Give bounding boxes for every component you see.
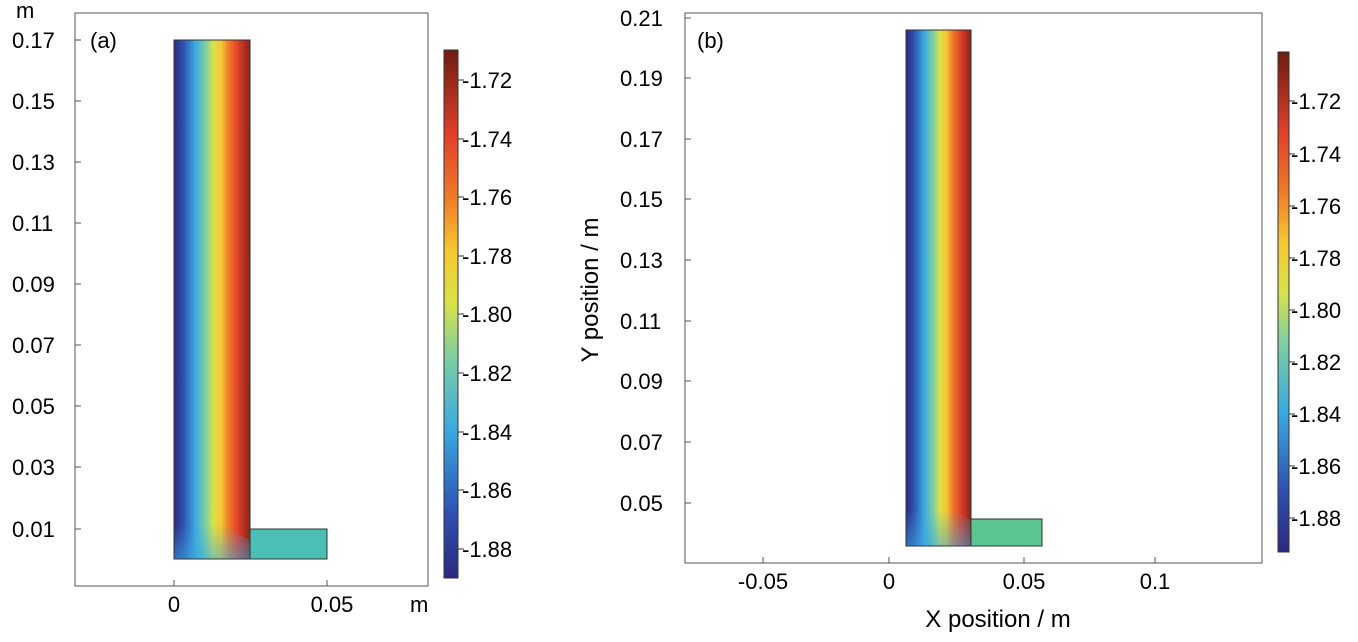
y-tick-label: 0.17 <box>12 28 55 53</box>
y-tick-label: 0.17 <box>620 127 663 152</box>
column-outline-b <box>905 29 972 547</box>
colorbar-tick-label: -1.88 <box>1291 506 1341 531</box>
y-tick-label: 0.19 <box>620 66 663 91</box>
x-ticks-b: -0.05 0 0.05 0.1 <box>738 557 1170 594</box>
colorbar-tick-label: -1.78 <box>462 244 512 269</box>
y-tick-label: 0.09 <box>12 272 55 297</box>
y-axis-label-b: Y position / m <box>577 218 604 363</box>
colorbar-tick-label: -1.80 <box>462 302 512 327</box>
field-corner-shading-b <box>906 440 971 546</box>
colorbar-tick-label: -1.72 <box>1291 89 1341 114</box>
colorbar-tick-label: -1.80 <box>1291 298 1341 323</box>
colorbar-tick-label: -1.82 <box>1291 350 1341 375</box>
foot-region-b <box>970 518 1043 547</box>
y-tick-label: 0.15 <box>620 187 663 212</box>
field-column-a <box>174 40 250 559</box>
colorbar-tick-label: -1.86 <box>1291 454 1341 479</box>
y-tick-label: 0.11 <box>620 309 661 334</box>
column-outline-a <box>173 39 251 560</box>
colorbar-gradient-a <box>443 49 459 579</box>
x-tick-label: 0 <box>168 592 180 617</box>
field-corner-shading-a <box>174 460 250 559</box>
colorbar-tick-label: -1.82 <box>462 361 512 386</box>
y-tick-label: 0.21 <box>620 6 663 31</box>
colorbar-tick-label: -1.84 <box>1291 402 1341 427</box>
colorbar-tick-label: -1.76 <box>1291 194 1341 219</box>
colorbar-tick-label: -1.78 <box>1291 246 1341 271</box>
x-tick-label: 0.05 <box>1003 569 1046 594</box>
colorbar-tick-label: -1.76 <box>462 185 512 210</box>
y-ticks-a: 0.17 0.15 0.13 0.11 0.09 0.07 0.05 0.03 … <box>12 28 81 542</box>
x-tick-label: 0 <box>883 569 895 594</box>
foot-region-a <box>249 528 328 560</box>
y-tick-label: 0.09 <box>620 369 663 394</box>
y-tick-label: 0.11 <box>12 211 53 236</box>
colorbar-tick-label: -1.86 <box>462 478 512 503</box>
panel-label-a: (a) <box>90 28 117 53</box>
x-tick-label: -0.05 <box>738 569 788 594</box>
colorbar-b: -1.72 -1.74 -1.76 -1.78 -1.80 -1.82 -1.8… <box>1277 51 1341 553</box>
plot-frame-a <box>74 12 429 587</box>
y-tick-label: 0.13 <box>620 248 663 273</box>
x-axis-label-b: X position / m <box>925 606 1070 633</box>
colorbar-tick-label: -1.74 <box>462 127 512 152</box>
plot-frame-b <box>684 12 1263 564</box>
y-unit-a: m <box>16 0 34 23</box>
y-tick-label: 0.05 <box>12 394 55 419</box>
x-ticks-a: 0 0.05 <box>168 580 354 617</box>
colorbar-tick-label: -1.84 <box>462 420 512 445</box>
y-ticks-b: 0.21 0.19 0.17 0.15 0.13 0.11 0.09 0.07 … <box>620 6 691 516</box>
colorbar-tick-label: -1.88 <box>462 537 512 562</box>
x-tick-label: 0.1 <box>1140 569 1171 594</box>
field-column-b <box>906 30 971 546</box>
y-tick-label: 0.05 <box>620 491 663 516</box>
colorbar-a: -1.72 -1.74 -1.76 -1.78 -1.80 -1.82 -1.8… <box>443 49 512 579</box>
y-tick-label: 0.07 <box>12 333 55 358</box>
x-tick-label: 0.05 <box>311 592 354 617</box>
y-tick-label: 0.07 <box>620 430 663 455</box>
colorbar-tick-label: -1.72 <box>462 68 512 93</box>
panel-a: (a) m m 0.17 0.15 0.13 0.11 0.09 0.07 0.… <box>12 0 512 617</box>
panel-label-b: (b) <box>697 28 724 53</box>
y-tick-label: 0.15 <box>12 89 55 114</box>
y-tick-label: 0.13 <box>12 150 55 175</box>
colorbar-gradient-b <box>1277 51 1290 553</box>
y-tick-label: 0.03 <box>12 455 55 480</box>
x-unit-a: m <box>410 592 428 617</box>
colorbar-tick-label: -1.74 <box>1291 142 1341 167</box>
panel-b: (b) 0.21 0.19 0.17 0.15 0.13 0.11 0.09 0… <box>577 6 1341 633</box>
y-tick-label: 0.01 <box>12 517 55 542</box>
